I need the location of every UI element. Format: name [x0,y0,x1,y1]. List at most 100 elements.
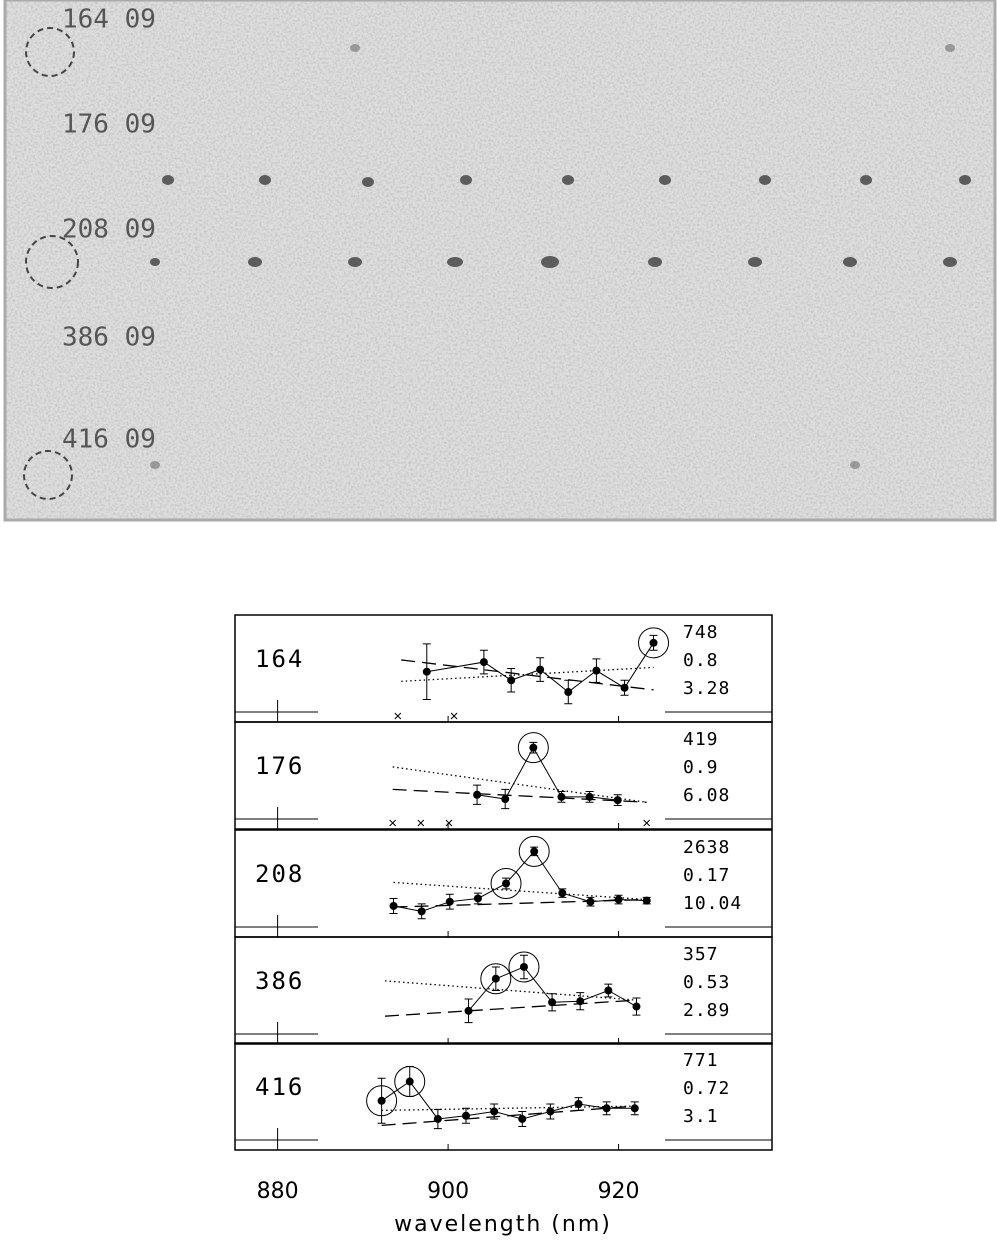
panel-stat: 748 [683,622,719,643]
point [501,795,510,804]
panel: 416 771 0.72 3.1 [234,1042,773,1151]
panel: 208 2638 0.17 10.04 [234,829,773,938]
panel-stat: 3.28 [683,678,730,699]
x-tick-label: 900 [427,1179,469,1204]
panel-stat: 419 [683,729,719,750]
panel-stat: 6.08 [683,785,730,806]
point [502,879,511,888]
fit-dashed [392,788,647,803]
point [576,997,585,1006]
data-line [477,746,618,801]
data-line [426,642,654,693]
image-label: 208 09 [62,215,156,245]
point [546,1107,555,1116]
point [507,676,516,685]
point [445,897,454,906]
point [377,1096,386,1105]
panel-label: 176 [255,752,304,780]
point [604,986,613,995]
data-line [381,1080,635,1120]
image-circles [23,27,79,500]
outlier-ring [394,1066,426,1098]
cross [445,819,453,827]
point [490,1107,499,1116]
panel-stat: 3.1 [683,1106,719,1127]
panel: 176 419 0.9 6.08 [234,721,773,830]
panel: 164 748 0.8 3.28 [234,614,773,723]
point [632,1002,641,1011]
point [613,796,622,805]
point [585,792,594,801]
panel-stat: 2638 [683,837,730,858]
outlier-ring [508,951,540,983]
cross [417,819,425,827]
image-noise [5,0,995,520]
panel-stat: 0.53 [683,972,730,993]
point [548,998,557,1007]
cross [389,819,397,827]
fit-dashed [381,1105,635,1127]
point [642,896,651,905]
outlier-ring [480,963,512,995]
image-labels: 164 09 176 09 208 09 386 09 416 09 [62,5,156,455]
x-tick-label: 920 [598,1179,640,1204]
panel-frame [234,936,773,1045]
panel-stat: 771 [683,1050,719,1071]
point [649,638,658,647]
point [461,1111,470,1120]
plot: 164 748 0.8 3.28 176 419 0.9 6.08 208 2638 0.17 10.… [234,614,773,1237]
panel-stat: 0.17 [683,865,730,886]
point [473,894,482,903]
image-label: 416 09 [62,425,156,455]
panel-label: 386 [255,967,304,995]
point [530,847,539,856]
point [491,974,500,983]
fit-dotted [393,881,647,901]
panel-stat: 0.72 [683,1078,730,1099]
panel-stat: 10.04 [683,893,742,914]
fit-dashed [384,999,637,1017]
point [558,889,567,898]
outlier-ring [490,868,522,899]
outlier-ring [638,627,670,659]
point [529,743,538,752]
fit-dotted [381,1105,635,1112]
outlier-ring [518,835,550,867]
point [602,1104,611,1113]
point [389,901,398,910]
point [536,665,545,674]
point [564,688,573,697]
panel-label: 416 [255,1073,304,1101]
spectral-image [3,0,997,522]
panel-label: 164 [255,645,304,673]
data-line [393,850,647,912]
point [574,1099,583,1108]
point [473,790,482,799]
point [479,658,488,667]
point [620,683,629,692]
point [433,1114,442,1123]
panel-stat: 357 [683,944,719,965]
point [417,907,426,916]
point [422,667,431,676]
point [592,666,601,675]
outlier-ring [517,732,549,764]
fit-dotted [384,980,637,1001]
panel-stat: 0.8 [683,650,719,671]
point [586,897,595,906]
panel: 386 357 0.53 2.89 [234,936,773,1045]
panel-stat: 0.9 [683,757,719,778]
outlier-ring [366,1085,398,1117]
cross [450,712,458,720]
x-axis-label: wavelength (nm) [394,1212,612,1237]
x-tick-label: 880 [257,1179,299,1204]
panel-label: 208 [255,860,304,888]
image-label: 386 09 [62,323,156,353]
panel-stat: 2.89 [683,1000,730,1021]
image-label: 176 09 [62,110,156,140]
image-spots [150,44,971,469]
point [630,1104,639,1113]
point [614,895,623,904]
